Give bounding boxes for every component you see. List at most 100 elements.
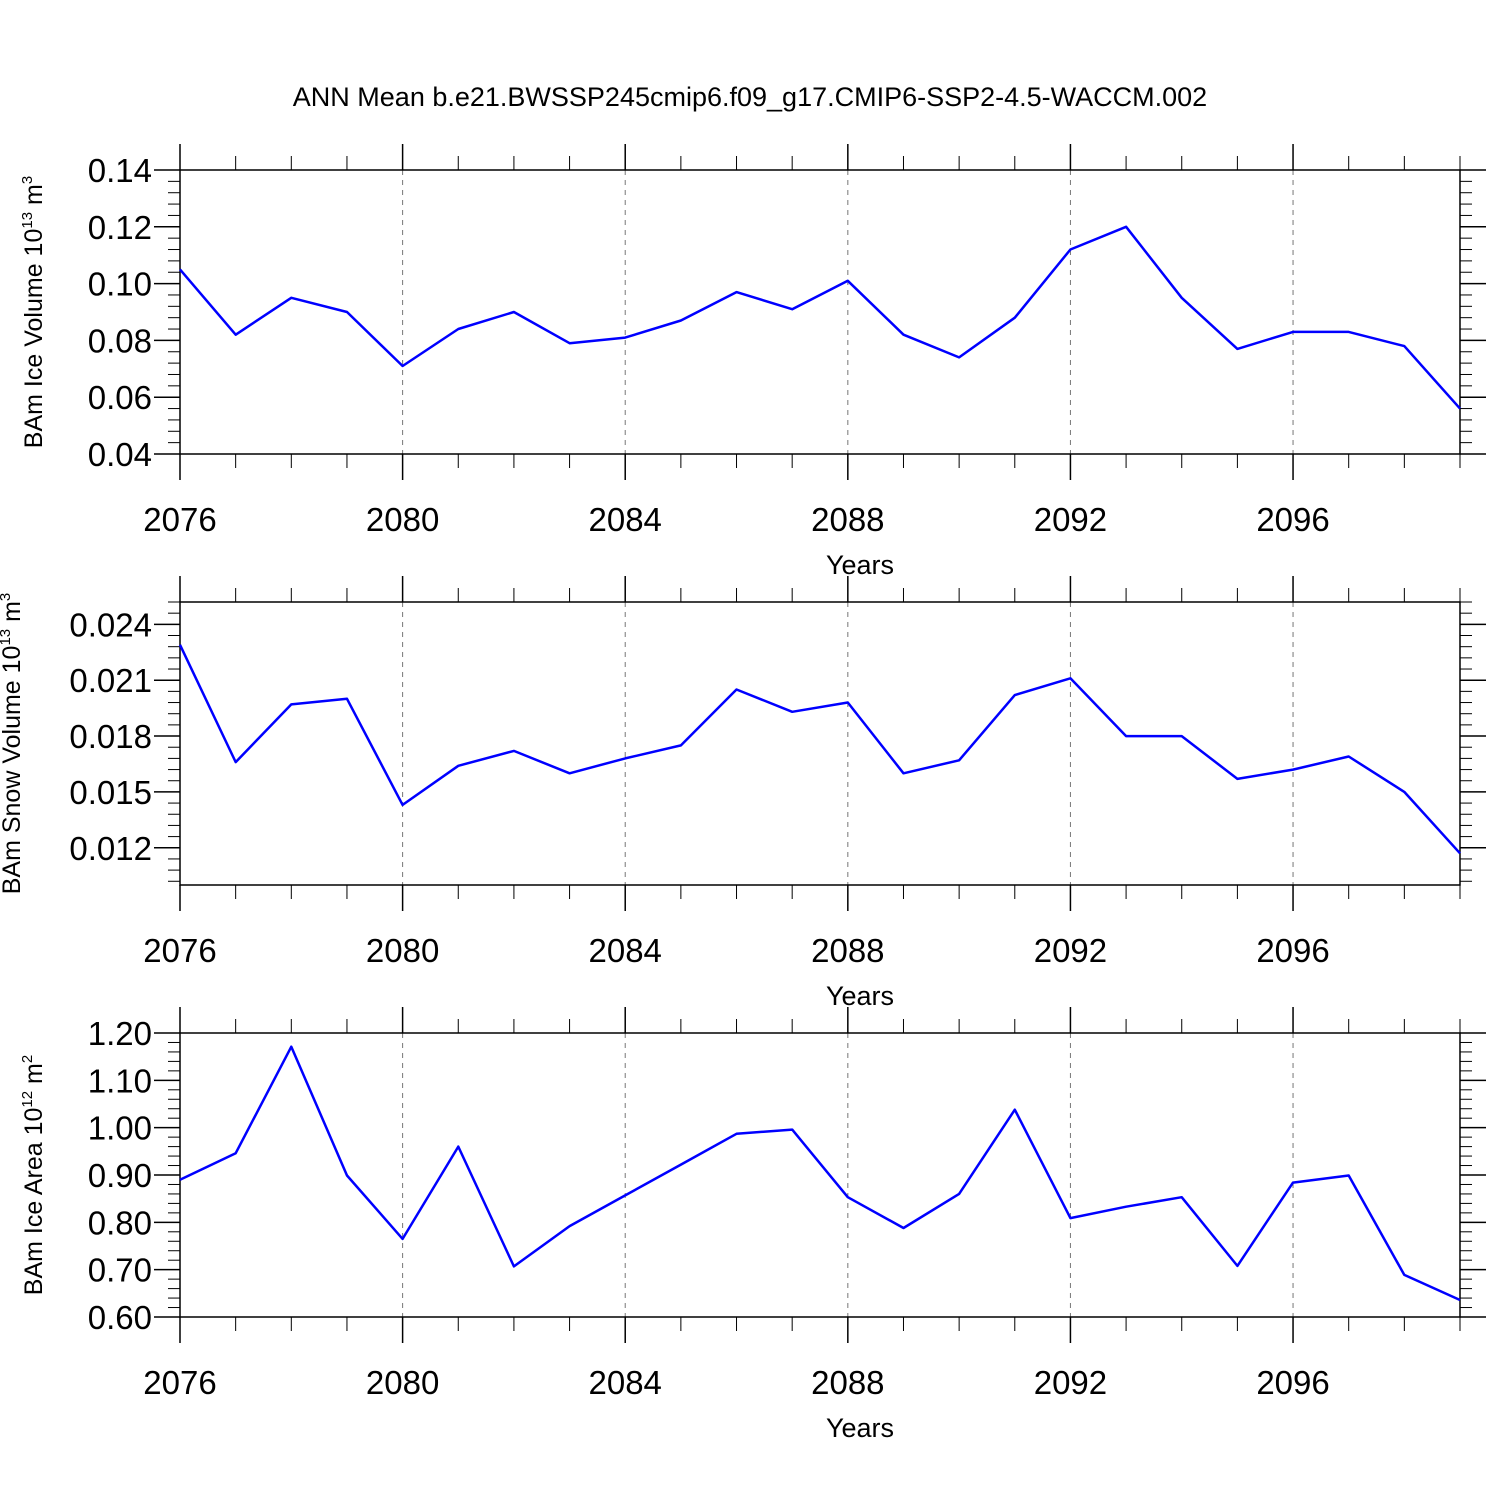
y-tick-label: 1.20 [88,1015,152,1052]
plot-frame [179,1032,1461,1318]
data-point [180,644,181,645]
y-tick-label: 0.80 [88,1204,152,1241]
data-point [792,309,793,310]
data-point [959,357,960,358]
y-tick-label: 0.70 [88,1252,152,1289]
data-point [1460,408,1461,409]
data-point [1293,331,1294,332]
x-tick-label: 2084 [589,1364,662,1401]
y-tick-label: 0.021 [69,662,152,699]
data-point [458,765,459,766]
x-tick-label: 2076 [143,1364,216,1401]
data-point [346,312,347,313]
series-line [179,225,1461,410]
data-point [1126,736,1127,737]
data-point [1404,1274,1405,1275]
data-point [1126,226,1127,227]
y-tick-label: 0.024 [69,606,152,643]
data-point [291,297,292,298]
data-point [1014,695,1015,696]
data-point [736,292,737,293]
data-point [1237,348,1238,349]
data-point [513,1266,514,1267]
y-tick-label: 0.04 [88,436,152,473]
data-point [847,702,848,703]
data-point [180,1179,181,1180]
data-point [1014,317,1015,318]
data-point [1404,791,1405,792]
data-point [235,334,236,335]
data-point [569,343,570,344]
data-point [1460,853,1461,854]
y-axis-label: BAm Snow Volume 1013 m3 [0,593,26,895]
x-axis-label: Years [826,550,894,580]
y-tick-label: 0.60 [88,1299,152,1336]
data-point [903,1228,904,1229]
x-tick-label: 2092 [1034,1364,1107,1401]
data-point [959,1193,960,1194]
data-point [847,280,848,281]
x-axis-label: Years [826,981,894,1011]
y-tick-label: 0.015 [69,774,152,811]
data-point [792,1129,793,1130]
data-point [680,745,681,746]
x-tick-label: 2088 [811,1364,884,1401]
figure-title: ANN Mean b.e21.BWSSP245cmip6.f09_g17.CMI… [293,82,1207,112]
data-point [736,689,737,690]
data-point [458,1146,459,1147]
data-point [1293,1182,1294,1183]
data-point [1181,297,1182,298]
series-line [178,644,1461,855]
data-point [513,750,514,751]
chart-panel-2: 2076 2080 2084 2088 2092 2096 0.012 0.015 0.018 0… [0,576,1486,1011]
data-point [847,1197,848,1198]
data-point [235,1153,236,1154]
y-tick-label: 0.06 [88,379,152,416]
data-point [180,269,181,270]
data-point [1070,1218,1071,1219]
data-point [680,1164,681,1165]
data-point [402,1238,403,1239]
data-point [346,1175,347,1176]
data-point [625,1195,626,1196]
data-point [569,1226,570,1227]
data-point [569,773,570,774]
y-tick-label: 1.10 [88,1062,152,1099]
chart-panel-3: 2076 2080 2084 2088 2092 2096 0.60 0.70 0.80 0.90… [19,1007,1486,1443]
data-point [458,329,459,330]
data-point [792,711,793,712]
x-tick-label: 2092 [1034,501,1107,538]
x-tick-label: 2088 [811,932,884,969]
data-point [625,337,626,338]
y-tick-label: 0.12 [88,209,152,246]
data-point [1014,1109,1015,1110]
y-tick-label: 0.012 [69,830,152,867]
y-tick-label: 0.14 [88,152,152,189]
plot-frame [179,169,1461,455]
data-point [402,365,403,366]
data-point [625,758,626,759]
data-point [680,320,681,321]
data-point [903,334,904,335]
x-tick-label: 2080 [366,932,439,969]
data-point [1181,736,1182,737]
x-axis-label: Years [826,1413,894,1443]
data-point [1460,1299,1461,1300]
x-tick-label: 2080 [366,1364,439,1401]
x-tick-label: 2084 [589,501,662,538]
data-point [1070,249,1071,250]
x-tick-label: 2076 [143,932,216,969]
x-tick-label: 2088 [811,501,884,538]
data-point [1348,1175,1349,1176]
y-axis-label: BAm Ice Volume 1013 m3 [19,176,48,448]
data-point [1237,778,1238,779]
data-point [346,698,347,699]
x-tick-label: 2084 [589,932,662,969]
x-tick-label: 2076 [143,501,216,538]
data-point [1348,756,1349,757]
data-point [235,762,236,763]
plot-frame [179,601,1461,886]
x-tick-label: 2096 [1256,932,1329,969]
data-point [291,1046,292,1047]
